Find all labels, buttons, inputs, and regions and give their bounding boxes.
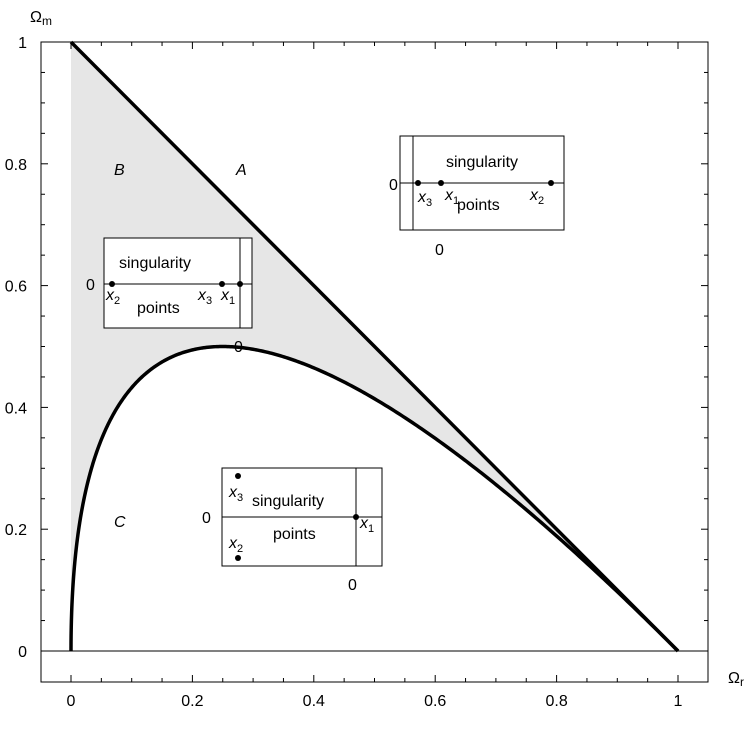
- inset-c-label-x2-main: x: [228, 535, 238, 552]
- inset-b-label-x1-sub: 1: [229, 295, 235, 307]
- inset-a-zero-bottom: 0: [435, 242, 444, 259]
- series-layer: [69, 40, 680, 653]
- inset-b-box: [103, 237, 253, 329]
- inset-b-title-top: singularity: [119, 255, 191, 272]
- inset-b-zero-bottom: 0: [234, 339, 243, 356]
- x-tick-label: 0: [67, 693, 76, 710]
- inset-c-point-x3: [235, 473, 241, 479]
- inset-b-label-x3-main: x: [197, 287, 207, 304]
- inset-a-point-x2: [548, 180, 554, 186]
- inset-a-label-x2-sub: 2: [538, 195, 544, 207]
- x-axis-title-sub: r: [740, 675, 744, 689]
- inset-region-c: 0 0 singularity points x3 x2 x1: [202, 467, 383, 594]
- inset-c-title-top: singularity: [252, 493, 324, 510]
- inset-c-title-bottom: points: [273, 526, 316, 543]
- y-tick-label: 0: [18, 644, 27, 661]
- y-axis-title-main: Ω: [30, 9, 42, 26]
- inset-b-zero-left: 0: [86, 277, 95, 294]
- inset-c-zero-left: 0: [202, 510, 211, 527]
- inset-c-label-x3: x3: [228, 484, 243, 504]
- x-axis-title: Ωr: [728, 670, 744, 689]
- inset-a-label-x3-sub: 3: [426, 197, 432, 209]
- x-tick-label: 0.4: [303, 693, 325, 710]
- inset-region-b: 0 0 singularity points x2 x3 x1: [86, 237, 253, 356]
- inset-c-label-x1-main: x: [359, 515, 369, 532]
- region-label-c: C: [114, 514, 126, 531]
- inset-b-label-x2-main: x: [105, 287, 115, 304]
- inset-b-point-x3: [219, 281, 225, 287]
- inset-a-title-bottom: points: [457, 197, 500, 214]
- inset-c-label-x3-sub: 3: [237, 492, 243, 504]
- inset-c-zero-bottom: 0: [348, 577, 357, 594]
- boundary-curve: [69, 344, 680, 653]
- inset-c-label-x1: x1: [359, 515, 374, 535]
- x-axis-title-main: Ω: [728, 670, 740, 687]
- inset-a-label-x1: x1: [444, 187, 459, 207]
- x-tick-label: 0.8: [545, 693, 567, 710]
- y-tick-label: 1: [18, 35, 27, 52]
- inset-c-point-x2: [235, 555, 241, 561]
- inset-b-title-bottom: points: [137, 300, 180, 317]
- inset-c-point-x1: [353, 514, 359, 520]
- inset-b-label-x1: x1: [220, 287, 235, 307]
- inset-b-label-x1-main: x: [220, 287, 230, 304]
- inset-b-label-x2: x2: [105, 287, 120, 307]
- inset-c-label-x3-main: x: [228, 484, 238, 501]
- x-tick-label: 0.2: [181, 693, 203, 710]
- inset-a-label-x2-main: x: [529, 187, 539, 204]
- inset-a-title-top: singularity: [446, 154, 518, 171]
- inset-c-label-x2: x2: [228, 535, 243, 555]
- y-axis-title-sub: m: [42, 14, 52, 28]
- x-tick-label: 1: [674, 693, 683, 710]
- inset-a-label-x3-main: x: [417, 189, 427, 206]
- region-label-b: B: [114, 162, 125, 179]
- y-tick-label: 0.6: [5, 279, 27, 296]
- inset-c-label-x1-sub: 1: [368, 523, 374, 535]
- y-axis-ticks: 0 0.2 0.4 0.6 0.8 1: [5, 35, 708, 661]
- y-tick-label: 0.4: [5, 400, 27, 417]
- inset-b-label-x3-sub: 3: [206, 295, 212, 307]
- inset-a-point-x1: [438, 180, 444, 186]
- x-tick-label: 0.6: [424, 693, 446, 710]
- inset-a-label-x3: x3: [417, 189, 432, 209]
- inset-region-a: 0 0 singularity points x3 x1 x2: [389, 135, 565, 259]
- inset-c-label-x2-sub: 2: [237, 543, 243, 555]
- x-axis-ticks: 0 0.2 0.4 0.6 0.8 1: [67, 42, 683, 710]
- y-tick-label: 0.8: [5, 157, 27, 174]
- y-axis-title: Ωm: [30, 9, 52, 28]
- region-label-a: A: [235, 162, 247, 179]
- inset-a-point-x3: [415, 180, 421, 186]
- inset-a-label-x2: x2: [529, 187, 544, 207]
- inset-b-label-x2-sub: 2: [114, 295, 120, 307]
- inset-a-zero-left: 0: [389, 177, 398, 194]
- inset-a-label-x1-main: x: [444, 187, 454, 204]
- inset-b-label-x3: x3: [197, 287, 212, 307]
- inset-a-label-x1-sub: 1: [453, 195, 459, 207]
- boundary-line: [69, 40, 680, 653]
- inset-b-point-x1: [237, 281, 243, 287]
- y-tick-label: 0.2: [5, 522, 27, 539]
- inset-b-point-x2: [109, 281, 115, 287]
